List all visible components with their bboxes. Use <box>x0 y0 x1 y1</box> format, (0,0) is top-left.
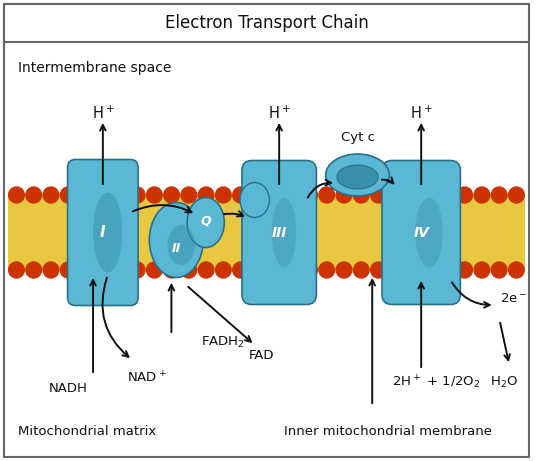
FancyBboxPatch shape <box>67 160 138 306</box>
Circle shape <box>198 187 214 203</box>
Circle shape <box>422 262 438 278</box>
Circle shape <box>354 262 369 278</box>
Circle shape <box>267 262 283 278</box>
Ellipse shape <box>168 225 195 265</box>
Circle shape <box>405 187 421 203</box>
Circle shape <box>388 262 404 278</box>
FancyBboxPatch shape <box>242 160 317 305</box>
Text: NADH: NADH <box>49 382 88 395</box>
Circle shape <box>267 187 283 203</box>
Circle shape <box>78 187 93 203</box>
Circle shape <box>198 262 214 278</box>
Circle shape <box>422 187 438 203</box>
Text: 2e$^-$: 2e$^-$ <box>499 291 527 305</box>
Circle shape <box>336 262 352 278</box>
FancyBboxPatch shape <box>382 160 460 305</box>
Circle shape <box>302 187 317 203</box>
Circle shape <box>43 187 59 203</box>
Text: FADH$_2$: FADH$_2$ <box>201 334 245 349</box>
Circle shape <box>95 262 110 278</box>
Circle shape <box>95 187 110 203</box>
Circle shape <box>233 187 249 203</box>
Circle shape <box>181 262 197 278</box>
FancyBboxPatch shape <box>4 4 529 457</box>
Circle shape <box>302 262 317 278</box>
Circle shape <box>457 262 473 278</box>
Circle shape <box>440 187 455 203</box>
Circle shape <box>474 262 490 278</box>
Circle shape <box>336 187 352 203</box>
Text: II: II <box>172 242 181 254</box>
Circle shape <box>509 187 524 203</box>
Circle shape <box>319 262 335 278</box>
Ellipse shape <box>187 197 224 248</box>
Circle shape <box>491 262 507 278</box>
Circle shape <box>250 262 265 278</box>
Text: Intermembrane space: Intermembrane space <box>17 61 171 75</box>
Text: H$^+$: H$^+$ <box>410 104 432 122</box>
Circle shape <box>388 187 404 203</box>
Circle shape <box>215 262 231 278</box>
Ellipse shape <box>150 202 203 278</box>
Text: H$_2$O: H$_2$O <box>490 374 518 390</box>
Text: FAD: FAD <box>249 349 274 361</box>
Circle shape <box>474 187 490 203</box>
Circle shape <box>146 262 162 278</box>
Circle shape <box>129 187 145 203</box>
Circle shape <box>354 187 369 203</box>
Circle shape <box>491 187 507 203</box>
Text: Mitochondrial matrix: Mitochondrial matrix <box>17 425 156 437</box>
Text: 2H$^+$ + 1/2O$_2$: 2H$^+$ + 1/2O$_2$ <box>392 373 480 391</box>
Ellipse shape <box>93 193 122 272</box>
Ellipse shape <box>272 197 296 267</box>
Circle shape <box>26 187 41 203</box>
Ellipse shape <box>337 165 378 189</box>
Text: NAD$^+$: NAD$^+$ <box>127 370 167 386</box>
Text: Cyt c: Cyt c <box>341 130 374 143</box>
Circle shape <box>250 187 265 203</box>
Circle shape <box>112 262 128 278</box>
Ellipse shape <box>415 197 443 267</box>
Circle shape <box>164 262 180 278</box>
Circle shape <box>43 262 59 278</box>
Circle shape <box>405 262 421 278</box>
Circle shape <box>181 187 197 203</box>
Bar <box>8 195 525 270</box>
Text: III: III <box>271 225 287 240</box>
Circle shape <box>78 262 93 278</box>
Circle shape <box>215 187 231 203</box>
Circle shape <box>9 262 24 278</box>
Text: H$^+$: H$^+$ <box>268 104 290 122</box>
Circle shape <box>285 187 300 203</box>
Circle shape <box>440 262 455 278</box>
Text: Q: Q <box>200 214 211 227</box>
Ellipse shape <box>240 183 269 218</box>
Circle shape <box>112 187 128 203</box>
Circle shape <box>26 262 41 278</box>
Circle shape <box>60 187 76 203</box>
Ellipse shape <box>326 154 390 196</box>
Circle shape <box>60 262 76 278</box>
Circle shape <box>233 262 249 278</box>
Text: Electron Transport Chain: Electron Transport Chain <box>164 14 368 32</box>
Circle shape <box>146 187 162 203</box>
Circle shape <box>509 262 524 278</box>
FancyBboxPatch shape <box>4 4 529 42</box>
Circle shape <box>370 187 386 203</box>
Text: Inner mitochondrial membrane: Inner mitochondrial membrane <box>284 425 492 437</box>
Text: I: I <box>100 225 106 240</box>
Circle shape <box>319 187 335 203</box>
Circle shape <box>9 187 24 203</box>
Circle shape <box>164 187 180 203</box>
Circle shape <box>285 262 300 278</box>
Text: H$^+$: H$^+$ <box>91 104 114 122</box>
Circle shape <box>370 262 386 278</box>
Circle shape <box>457 187 473 203</box>
Text: IV: IV <box>413 225 429 240</box>
Circle shape <box>129 262 145 278</box>
